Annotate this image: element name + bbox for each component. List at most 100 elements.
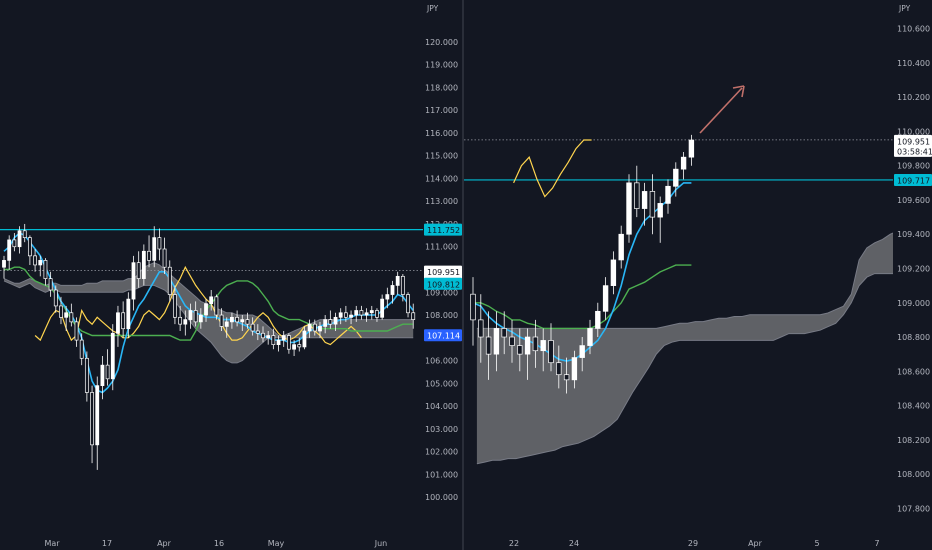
price-tag-level-right: 109.717 <box>894 173 932 186</box>
candle-body <box>7 239 12 261</box>
x-tick-label: 16 <box>214 539 224 548</box>
x-tick-label: Apr <box>748 539 763 548</box>
candle-body <box>369 310 374 314</box>
y-tick-label: 109.200 <box>897 265 930 274</box>
candle-body <box>235 316 240 323</box>
arrow-shaft <box>699 87 743 134</box>
candle-body <box>354 310 359 316</box>
candle-body <box>167 266 172 295</box>
y-tick-label: 104.000 <box>425 402 458 411</box>
candle-body <box>411 312 416 320</box>
candle-body <box>2 260 6 268</box>
candle-body <box>141 250 146 279</box>
candle-body <box>509 336 515 346</box>
ichimoku-cloud <box>476 233 893 464</box>
y-tick-label: 116.000 <box>425 129 458 138</box>
candle-body <box>548 340 554 364</box>
y-tick-label: 103.000 <box>425 425 458 434</box>
x-tick-label: 24 <box>569 539 579 548</box>
candle-body <box>116 312 120 334</box>
candle-body <box>400 275 405 295</box>
candle-body <box>250 323 255 332</box>
x-tick-label: 5 <box>814 539 819 548</box>
candle-body <box>157 237 162 250</box>
candle-body <box>688 139 695 158</box>
y-tick-label: 102.000 <box>425 448 458 457</box>
candle-body <box>307 323 312 332</box>
candle-body <box>245 319 250 325</box>
price-tag-tenkan-bg <box>424 277 462 290</box>
candle-body <box>297 344 302 348</box>
candle-body <box>333 316 338 325</box>
candle-body <box>230 316 234 323</box>
y-tick-label: 108.600 <box>897 367 930 376</box>
candle-body <box>641 191 648 209</box>
candle-body <box>665 185 671 204</box>
x-tick-label: 7 <box>874 539 879 548</box>
left-chart-panel[interactable]: JPY 120.000 119.000 118.000 117.000 116.000 11… <box>0 4 463 548</box>
candle-body <box>183 319 188 325</box>
y-tick-label: 119.000 <box>425 61 458 70</box>
panel-divider[interactable] <box>462 0 464 550</box>
candle-body <box>152 237 157 261</box>
y-tick-label: 108.200 <box>897 436 930 445</box>
candle-body <box>680 156 687 170</box>
candle-body <box>626 182 632 235</box>
y-tick-label: 110.400 <box>897 59 930 68</box>
price-tag-level-right-text: 109.717 <box>897 176 930 185</box>
candle-body <box>359 310 364 316</box>
candle-body <box>271 335 276 346</box>
candle-body <box>198 314 203 323</box>
y-tick-label: 108.400 <box>897 402 930 411</box>
candle-body <box>110 332 115 380</box>
candle-body <box>240 319 245 323</box>
y-tick-label: 110.000 <box>897 127 930 136</box>
candle-body <box>69 312 74 323</box>
candle-body <box>100 364 105 386</box>
candle-body <box>84 357 89 393</box>
right-price-axis[interactable]: JPY110.600110.400110.200110.000109.80010… <box>897 4 930 513</box>
y-tick-label: 108.000 <box>425 311 458 320</box>
candle-body <box>380 298 385 318</box>
trend-arrow-annotation <box>699 85 745 134</box>
candle-body <box>59 305 63 318</box>
candle-body <box>188 310 193 320</box>
left-plot-area[interactable] <box>0 223 423 470</box>
price-tag-kijun: 107.114 <box>424 329 462 342</box>
candle-body <box>266 335 271 339</box>
candle-body <box>556 362 562 376</box>
right-plot-area[interactable] <box>464 85 914 465</box>
candle-body <box>406 294 410 314</box>
candle-body <box>390 285 395 295</box>
candle-body <box>43 260 48 279</box>
candle-body <box>219 314 224 327</box>
candle-body <box>131 262 136 300</box>
candle-body <box>74 321 79 341</box>
price-tag-tenkan-text: 109.812 <box>427 280 460 289</box>
candle-body <box>261 332 265 339</box>
right-time-axis[interactable]: 22 24 29 Apr 5 7 <box>509 539 880 548</box>
candle-body <box>540 340 546 352</box>
price-tag-kijun-bg <box>424 329 462 342</box>
candle-body <box>673 168 679 187</box>
candle-body <box>22 230 27 238</box>
x-tick-label: Apr <box>157 539 172 548</box>
candle-body <box>563 374 570 381</box>
y-tick-label: 109.400 <box>897 230 930 239</box>
y-tick-label: 110.200 <box>897 93 930 102</box>
candle-body <box>579 345 585 358</box>
y-tick-label: 109.000 <box>897 299 930 308</box>
y-tick-label: 120.000 <box>425 38 458 47</box>
candle-body <box>349 314 353 318</box>
left-time-axis[interactable]: Mar 17 Apr 16 May Jun <box>44 539 387 548</box>
y-tick-label: 111.000 <box>425 243 458 252</box>
candle-body <box>147 250 151 261</box>
candle-body <box>27 237 32 257</box>
candle-body <box>375 310 379 318</box>
y-tick-label: 107.800 <box>897 504 930 513</box>
candle-body <box>121 312 126 330</box>
right-chart-panel[interactable]: JPY110.600110.400110.200110.000109.80010… <box>464 4 932 548</box>
candle-body <box>602 285 609 312</box>
